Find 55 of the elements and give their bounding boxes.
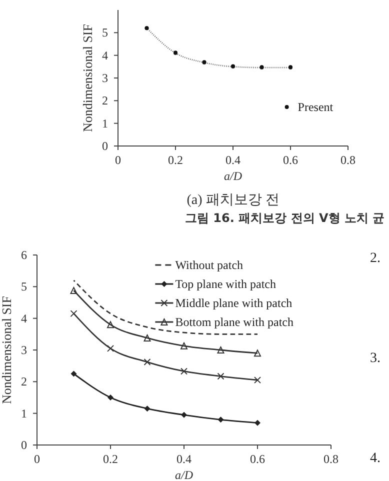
y-tick-label: 0 bbox=[21, 438, 27, 452]
legend-label: Top plane with patch bbox=[175, 277, 276, 291]
x-tick-label: 0.6 bbox=[283, 153, 298, 167]
point bbox=[181, 412, 187, 418]
x-tick-label: 0.2 bbox=[103, 452, 118, 466]
point bbox=[144, 406, 150, 412]
x-tick-label: 0.6 bbox=[250, 452, 265, 466]
legend-label: Middle plane with patch bbox=[175, 296, 292, 310]
point bbox=[108, 394, 114, 400]
y-tick-label: 5 bbox=[102, 26, 108, 40]
y-tick-label: 4 bbox=[102, 48, 108, 62]
x-tick-label: 0.8 bbox=[340, 153, 356, 167]
y-tick-label: 3 bbox=[21, 343, 27, 357]
point bbox=[180, 342, 188, 350]
x-tick-label: 0.8 bbox=[324, 452, 338, 466]
y-tick-label: 5 bbox=[21, 280, 27, 294]
x-tick-label: 0.4 bbox=[226, 153, 240, 167]
text: 3. bbox=[370, 351, 380, 366]
point bbox=[254, 420, 260, 426]
x-axis-title: a/D bbox=[224, 169, 242, 183]
y-axis-title: Nondimensional SIF bbox=[80, 24, 95, 132]
point bbox=[107, 344, 114, 352]
y-tick-label: 3 bbox=[102, 71, 108, 85]
x-tick-label: 0 bbox=[115, 153, 121, 167]
point bbox=[217, 372, 224, 380]
legend-label: Without patch bbox=[175, 258, 244, 272]
point bbox=[180, 368, 188, 375]
point bbox=[144, 358, 151, 366]
text: 4. bbox=[370, 451, 380, 466]
text: 2. bbox=[370, 251, 380, 266]
point bbox=[254, 350, 261, 357]
x-tick-label: 0 bbox=[34, 452, 40, 466]
y-tick-label: 1 bbox=[21, 406, 27, 420]
y-tick-label: 6 bbox=[21, 248, 27, 262]
legend-label: Present bbox=[298, 100, 334, 114]
y-tick-label: 4 bbox=[21, 311, 27, 326]
y-tick-label: 2 bbox=[21, 374, 27, 389]
point bbox=[70, 286, 78, 294]
point bbox=[70, 370, 77, 377]
y-axis-title: Nondimensional SIF bbox=[0, 296, 14, 404]
x-tick-label: 0.4 bbox=[176, 452, 192, 466]
y-tick-label: 0 bbox=[102, 139, 108, 153]
legend-label: Bottom plane with patch bbox=[175, 315, 294, 329]
point bbox=[70, 310, 78, 318]
text: (a) 패치보강 전 bbox=[186, 193, 280, 208]
point bbox=[254, 376, 261, 384]
y-tick-label: 2 bbox=[102, 94, 108, 108]
y-tick-label: 1 bbox=[102, 116, 108, 130]
point bbox=[144, 334, 151, 342]
point bbox=[217, 346, 224, 354]
x-tick-label: 0.2 bbox=[168, 153, 183, 167]
x-axis-title: a/D bbox=[175, 468, 194, 481]
caption: 그림 16. 패치보강 전의 V형 노치 균 bbox=[185, 211, 385, 225]
point bbox=[218, 416, 224, 423]
point bbox=[107, 321, 114, 328]
